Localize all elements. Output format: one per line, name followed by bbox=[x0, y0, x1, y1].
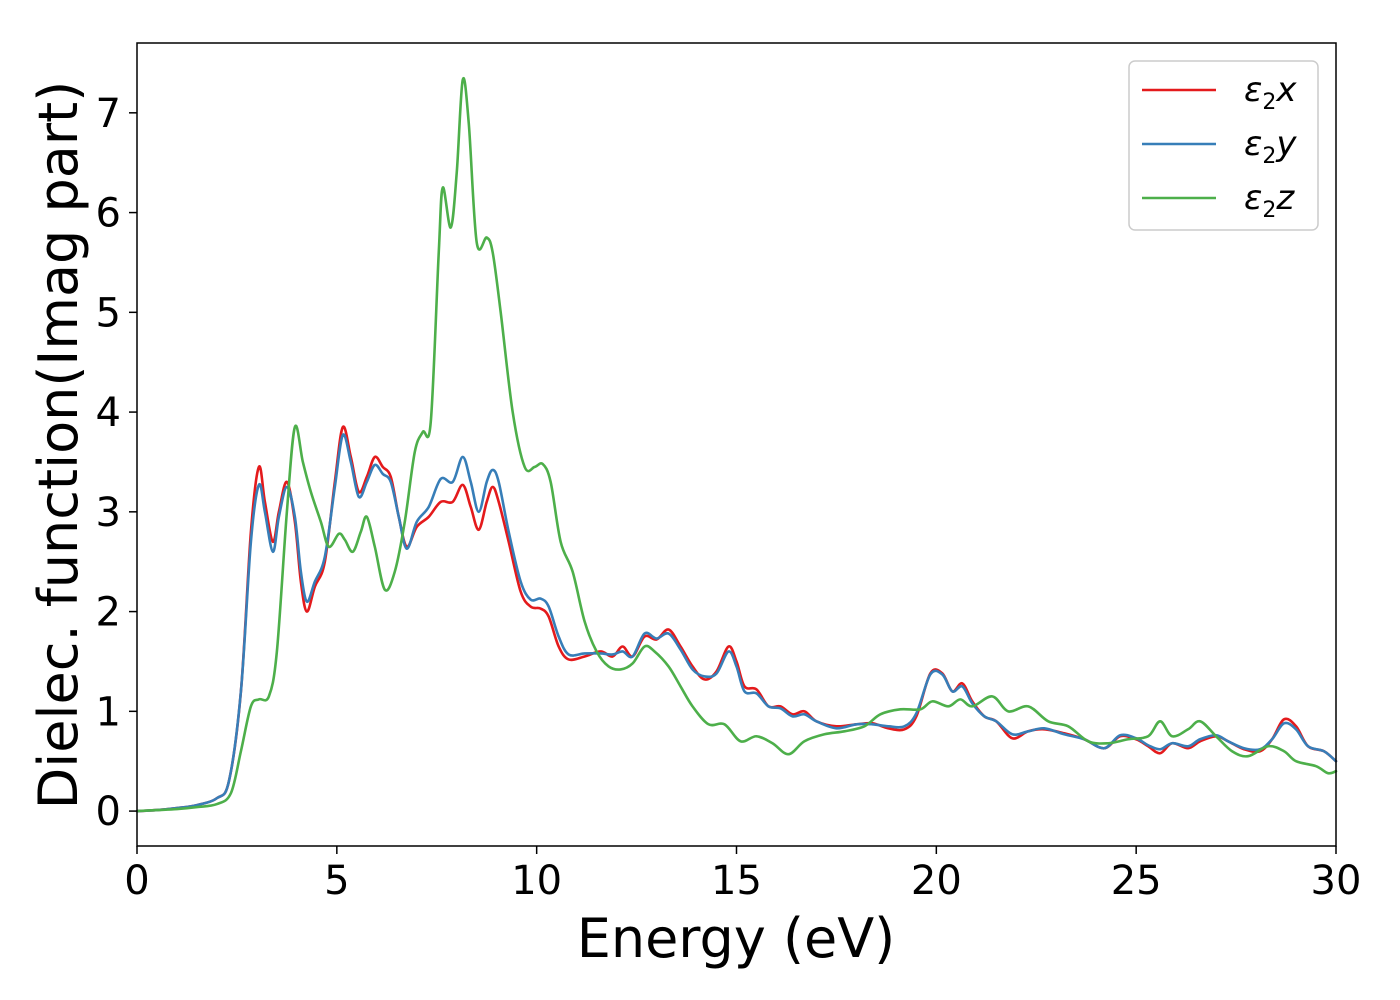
y-tick-label: 1 bbox=[96, 689, 121, 735]
x-tick-label: 0 bbox=[124, 858, 149, 904]
x-tick-label: 30 bbox=[1311, 858, 1362, 904]
y-tick-label: 2 bbox=[96, 590, 121, 636]
x-tick-label: 25 bbox=[1111, 858, 1162, 904]
x-axis-ticks: 0 5 10 15 20 25 30 bbox=[124, 846, 1361, 904]
y-tick-label: 6 bbox=[96, 191, 121, 237]
x-axis-title: Energy (eV) bbox=[577, 907, 896, 970]
y-axis-title: Dielec. function(Imag part) bbox=[27, 81, 90, 810]
y-tick-label: 7 bbox=[96, 91, 121, 137]
x-tick-label: 15 bbox=[711, 858, 762, 904]
legend-box bbox=[1128, 60, 1319, 231]
x-tick-label: 10 bbox=[511, 858, 562, 904]
y-tick-label: 3 bbox=[96, 490, 121, 536]
y-tick-label: 5 bbox=[96, 290, 121, 336]
legend-label-z: ε2z bbox=[1244, 178, 1295, 223]
series-line-x bbox=[135, 425, 1338, 813]
plot-lines bbox=[135, 76, 1338, 813]
y-tick-label: 4 bbox=[96, 390, 121, 436]
x-tick-label: 20 bbox=[911, 858, 962, 904]
legend-label-x: ε2x bbox=[1244, 70, 1297, 115]
legend-label-y: ε2y bbox=[1244, 124, 1297, 169]
y-tick-label: 0 bbox=[96, 789, 121, 835]
x-tick-label: 5 bbox=[324, 858, 349, 904]
y-axis-ticks: 0 1 2 3 4 5 6 7 bbox=[96, 91, 137, 835]
series-line-y bbox=[135, 433, 1338, 813]
series-line-z bbox=[135, 76, 1338, 813]
legend: ε2x ε2y ε2z bbox=[1128, 60, 1319, 231]
